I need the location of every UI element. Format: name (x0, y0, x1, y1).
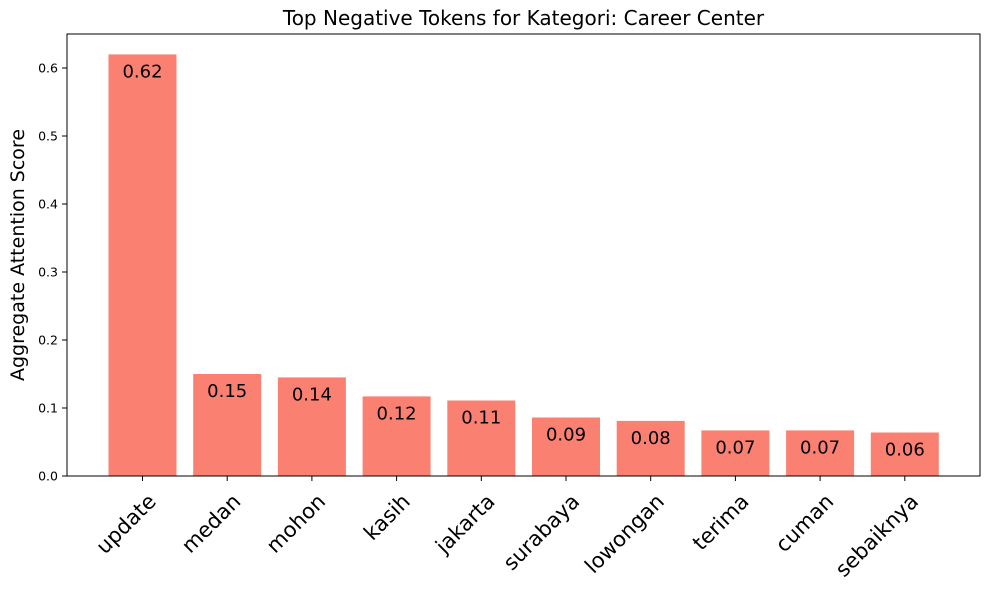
data-label-surabaya: 0.09 (546, 425, 586, 446)
y-axis-label: Aggregate Attention Score (7, 129, 29, 381)
data-label-update: 0.62 (122, 61, 162, 82)
y-tick-label-6: 0.6 (38, 61, 58, 76)
y-tick-label-4: 0.4 (38, 197, 58, 212)
bar-kasih (362, 396, 431, 476)
x-tick-label-update: update (91, 489, 160, 558)
y-tick-label-3: 0.3 (38, 265, 58, 280)
bar-update (108, 54, 177, 477)
data-label-sebaiknya: 0.06 (885, 440, 925, 461)
x-tick-label-kasih: kasih (359, 489, 415, 545)
bar-medan (193, 374, 262, 476)
x-tick-label-lowongan: lowongan (580, 489, 669, 578)
x-tick-label-terima: terima (688, 489, 754, 555)
y-tick-label-2: 0.2 (38, 333, 58, 348)
bar-cuman (786, 430, 855, 476)
data-label-medan: 0.15 (207, 381, 247, 402)
data-label-mohon: 0.14 (292, 384, 332, 405)
bar-mohon (277, 377, 346, 476)
bars-layer: 0.62 0.15 0.14 0.12 0.11 0.09 0.08 0.07 0.07 0.06 (108, 54, 939, 477)
x-tick-label-cuman: cuman (771, 489, 839, 557)
bar-surabaya (532, 417, 600, 476)
data-label-terima: 0.07 (715, 437, 755, 458)
x-tick-label-sebaiknya: sebaiknya (831, 489, 923, 581)
bar-jakarta (447, 400, 516, 476)
data-label-kasih: 0.12 (377, 403, 417, 424)
bar-sebaiknya (870, 432, 939, 476)
chart-title: Top Negative Tokens for Kategori: Career… (282, 6, 765, 30)
data-label-jakarta: 0.11 (461, 408, 501, 429)
y-tick-label-1: 0.1 (38, 401, 58, 416)
y-tick-label-5: 0.5 (38, 129, 58, 144)
x-tick-label-surabaya: surabaya (499, 489, 585, 575)
data-label-cuman: 0.07 (800, 437, 840, 458)
bar-lowongan (616, 420, 685, 476)
x-tick-label-medan: medan (177, 489, 246, 558)
x-tick-label-mohon: mohon (262, 489, 330, 557)
y-tick-label-0: 0.0 (38, 469, 58, 484)
x-tick-label-jakarta: jakarta (430, 489, 499, 558)
bar-terima (701, 430, 770, 476)
plot-frame (66, 33, 981, 477)
data-label-lowongan: 0.08 (631, 428, 671, 449)
